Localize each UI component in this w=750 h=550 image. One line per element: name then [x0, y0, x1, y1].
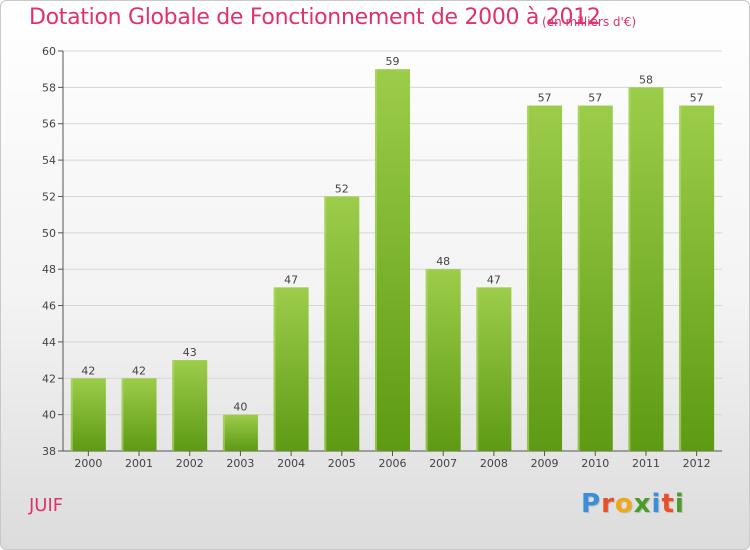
y-tick-label: 54 [42, 154, 56, 167]
bar-value-label: 59 [386, 55, 400, 68]
logo-letter: P [581, 489, 602, 519]
bars [70, 69, 715, 451]
bar-highlight [70, 378, 73, 451]
bar-highlight [172, 360, 175, 451]
logo-letter: i [651, 489, 662, 519]
logo-letter: t [661, 489, 675, 519]
x-tick-label: 2002 [176, 457, 204, 470]
bar-value-label: 48 [436, 255, 450, 268]
bar [172, 360, 208, 451]
commune-name: JUIF [29, 495, 64, 516]
bar-value-label: 57 [588, 92, 602, 105]
x-tick-label: 2005 [328, 457, 356, 470]
bar [121, 378, 157, 451]
y-tick-label: 52 [42, 190, 56, 203]
data-labels: 42 42 43 40 47 52 59 48 47 57 57 58 57 [81, 55, 703, 413]
bar-value-label: 52 [335, 182, 349, 195]
x-tick-label: 2008 [480, 457, 508, 470]
bar-value-label: 40 [233, 401, 247, 414]
bar [628, 87, 664, 451]
bar-highlight [121, 378, 124, 451]
y-tick-label: 58 [42, 81, 56, 94]
bar-highlight [628, 87, 631, 451]
bar [70, 378, 106, 451]
bar [273, 287, 309, 451]
bar [425, 269, 461, 451]
logo-letter: o [614, 489, 634, 519]
bar-value-label: 58 [639, 73, 653, 86]
bar-value-label: 57 [538, 92, 552, 105]
bar [222, 414, 258, 451]
bar-highlight [527, 105, 530, 451]
bar-highlight [273, 287, 276, 451]
logo-letter: i [674, 489, 685, 519]
bar-value-label: 47 [487, 273, 501, 286]
y-tick-label: 60 [42, 45, 56, 58]
chart-subtitle: (en milliers d'€) [542, 15, 637, 29]
bar-highlight [375, 69, 377, 451]
x-tick-label: 2007 [429, 457, 457, 470]
y-tick-label: 48 [42, 263, 56, 276]
x-tick-label: 2011 [632, 457, 660, 470]
proxiti-logo[interactable]: Proxiti [581, 489, 685, 519]
x-tick-label: 2001 [125, 457, 153, 470]
bar-value-label: 42 [81, 364, 95, 377]
x-tick-label: 2004 [277, 457, 305, 470]
y-tick-label: 44 [42, 336, 56, 349]
bar-highlight [679, 105, 682, 451]
bar [375, 69, 410, 451]
logo-letter: x [633, 489, 652, 519]
bar-value-label: 57 [690, 92, 704, 105]
bar-highlight [222, 414, 225, 451]
bar-value-label: 42 [132, 364, 146, 377]
y-tick-label: 40 [42, 409, 56, 422]
x-tick-label: 2006 [379, 457, 407, 470]
bar-highlight [577, 105, 580, 451]
y-tick-label: 38 [42, 445, 56, 458]
logo-letter: r [601, 489, 615, 519]
bar-value-label: 43 [183, 346, 197, 359]
bar [476, 287, 512, 451]
x-tick-label: 2003 [226, 457, 254, 470]
bar [324, 196, 360, 451]
chart-title: Dotation Globale de Fonctionnement de 20… [29, 5, 601, 30]
x-tick-label: 2009 [531, 457, 559, 470]
x-tick-label: 2012 [683, 457, 711, 470]
bar [679, 105, 715, 451]
bar [527, 105, 563, 451]
bar [577, 105, 613, 451]
bar-highlight [324, 196, 327, 451]
bar-value-label: 47 [284, 273, 298, 286]
bar-highlight [476, 287, 479, 451]
y-tick-label: 46 [42, 300, 56, 313]
x-tick-label: 2000 [74, 457, 102, 470]
y-tick-label: 56 [42, 118, 56, 131]
bar-highlight [425, 269, 428, 451]
y-tick-label: 50 [42, 227, 56, 240]
x-tick-label: 2010 [581, 457, 609, 470]
y-tick-label: 42 [42, 372, 56, 385]
